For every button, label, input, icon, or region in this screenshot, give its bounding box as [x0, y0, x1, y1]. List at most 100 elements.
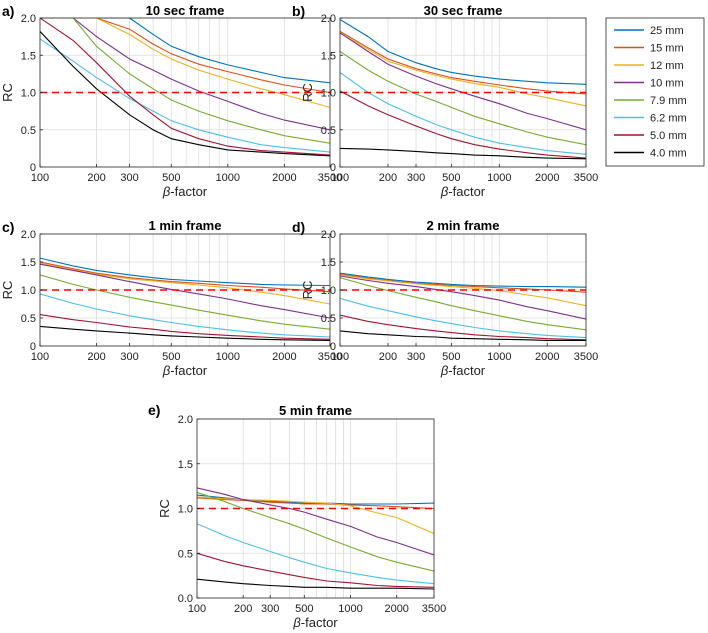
series-line-7-9-mm	[340, 51, 586, 146]
series-line-7-9-mm	[40, 274, 330, 330]
y-tick-label: 1.0	[21, 88, 36, 100]
legend-label: 7.9 mm	[650, 95, 687, 107]
series-line-7-9-mm	[340, 277, 586, 331]
x-axis-label: β-factor	[440, 363, 486, 378]
y-tick-label: 0.5	[321, 125, 336, 137]
x-tick-label: 300	[407, 172, 425, 184]
y-tick-label: 0	[330, 341, 336, 353]
series-line-4-0-mm	[340, 330, 586, 341]
panel-title: 2 min frame	[427, 218, 500, 233]
series-line-5-0-mm	[197, 552, 434, 588]
series-line-5-0-mm	[40, 18, 330, 156]
series-line-6-2-mm	[340, 71, 586, 155]
x-tick-label: 1000	[487, 351, 511, 363]
x-tick-label: 100	[188, 603, 206, 615]
series-line-5-0-mm	[40, 314, 330, 340]
y-tick-label: 1.0	[321, 88, 336, 100]
series-line-10-mm	[340, 275, 586, 320]
y-tick-label: 2.0	[178, 414, 193, 426]
y-tick-label: 0.5	[21, 313, 36, 325]
x-tick-label: 2000	[272, 172, 296, 184]
y-tick-label: 1.5	[21, 257, 36, 269]
y-axis-label: RC	[300, 281, 315, 300]
series-line-15-mm	[340, 30, 586, 95]
x-tick-label: 300	[120, 172, 138, 184]
x-axis-label: β-factor	[440, 184, 486, 199]
y-tick-label: 2.0	[21, 13, 36, 25]
x-tick-label: 200	[379, 172, 397, 184]
legend-label: 10 mm	[650, 78, 684, 90]
x-tick-label: 3500	[318, 172, 342, 184]
x-tick-label: 3500	[422, 603, 446, 615]
x-tick-label: 500	[442, 172, 460, 184]
panel-letter: e)	[148, 402, 160, 418]
y-tick-label: 0.5	[321, 313, 336, 325]
x-tick-label: 300	[261, 603, 279, 615]
legend-label: 4.0 mm	[650, 148, 687, 160]
series-line-5-0-mm	[340, 314, 586, 341]
x-tick-label: 200	[234, 603, 252, 615]
panel-e: 0.0 0.5 1.0 1.5 2.0 100 200 300 500 1000 2000 3500 β…	[148, 402, 446, 630]
panel-a: 0 0.5 1.0 1.5 2.0 100 200 300 500 1000 2000 3500 β-f…	[0, 3, 342, 199]
x-tick-label: 300	[407, 351, 425, 363]
x-axis-label: β-factor	[162, 363, 208, 378]
x-tick-label: 1000	[216, 351, 240, 363]
legend-box	[605, 17, 705, 167]
x-tick-label: 200	[87, 351, 105, 363]
x-tick-label: 200	[87, 172, 105, 184]
y-tick-label: 1.0	[178, 504, 193, 516]
y-tick-label: 2.0	[21, 229, 36, 241]
series-group	[340, 272, 586, 341]
x-axis-label: β-factor	[162, 184, 208, 199]
x-tick-label: 500	[162, 172, 180, 184]
y-tick-label: 1.5	[321, 50, 336, 62]
series-group	[40, 18, 330, 157]
y-tick-label: 0	[330, 162, 336, 174]
series-line-4-0-mm	[40, 31, 330, 157]
x-tick-label: 100	[31, 172, 49, 184]
x-tick-label: 500	[162, 351, 180, 363]
panel-title: 5 min frame	[279, 403, 352, 418]
series-line-4-0-mm	[340, 147, 586, 160]
series-line-12-mm	[340, 32, 586, 107]
legend-label: 15 mm	[650, 43, 684, 55]
x-tick-label: 1000	[487, 172, 511, 184]
y-tick-label: 0.0	[178, 593, 193, 605]
series-line-5-0-mm	[340, 90, 586, 159]
x-tick-label: 1000	[216, 172, 240, 184]
series-line-12-mm	[40, 262, 330, 305]
panel-c: 0 0.5 1.0 1.5 2.0 100 200 300 500 1000 2000 3500 β-f…	[0, 218, 342, 378]
series-line-10-mm	[340, 32, 586, 131]
series-line-12-mm	[340, 274, 586, 307]
series-line-6-2-mm	[40, 38, 330, 153]
series-line-25-mm	[40, 257, 330, 287]
x-axis-label: β-factor	[292, 615, 338, 630]
panel-title: 1 min frame	[149, 218, 222, 233]
y-tick-label: 1.5	[21, 50, 36, 62]
y-tick-label: 1.5	[321, 257, 336, 269]
y-axis-label: RC	[300, 83, 315, 102]
x-tick-label: 100	[331, 172, 349, 184]
series-line-12-mm	[197, 496, 434, 535]
x-tick-label: 2000	[272, 351, 296, 363]
series-line-10-mm	[40, 263, 330, 319]
y-tick-label: 0.5	[21, 125, 36, 137]
x-tick-label: 2000	[535, 351, 559, 363]
series-line-25-mm	[40, 18, 330, 84]
y-tick-label: 2.0	[321, 13, 336, 25]
series-group	[340, 19, 586, 160]
x-tick-label: 2000	[535, 172, 559, 184]
y-tick-label: 2.0	[321, 229, 336, 241]
legend: 25 mm 15 mm 12 mm 10 mm 7.9 mm 6.2 mm 5.0 mm 4.…	[605, 17, 705, 167]
series-line-15-mm	[40, 261, 330, 293]
series-line-10-mm	[40, 18, 330, 131]
x-tick-label: 3500	[574, 351, 598, 363]
x-tick-label: 100	[31, 351, 49, 363]
y-tick-label: 0.5	[178, 548, 193, 560]
panel-letter: a)	[2, 3, 14, 19]
x-tick-label: 300	[120, 351, 138, 363]
panel-title: 30 sec frame	[424, 3, 503, 18]
x-tick-label: 100	[331, 351, 349, 363]
x-tick-label: 500	[442, 351, 460, 363]
